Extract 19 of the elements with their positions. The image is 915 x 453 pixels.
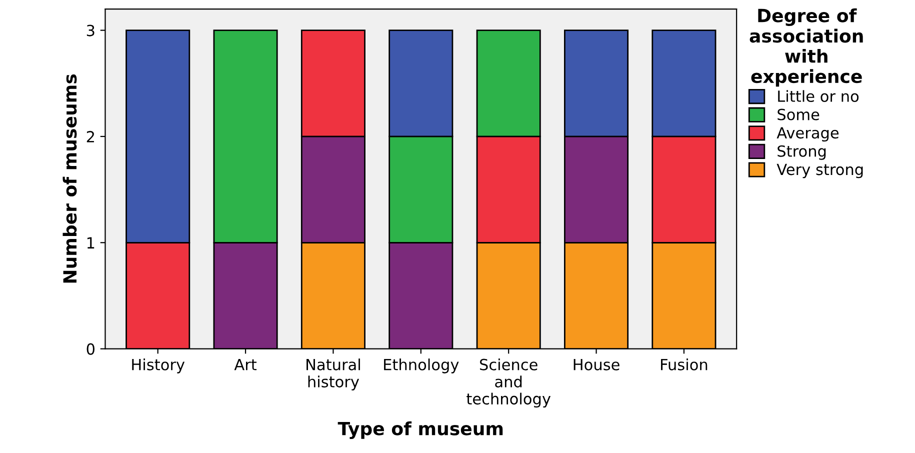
- x-tick-label: Fusion: [661, 358, 708, 370]
- x-tick-label: History: [132, 358, 185, 374]
- x-tick-label: Art: [234, 359, 257, 370]
- legend-label: Strong: [778, 145, 826, 160]
- y-tick-label: 0: [86, 343, 94, 355]
- x-axis-title: Type of museum: [338, 421, 503, 440]
- legend-label: Little or no: [778, 90, 859, 102]
- x-tick-label: House: [574, 359, 620, 370]
- legend-label: Average: [776, 127, 839, 142]
- legend-label: Very strong: [776, 164, 863, 178]
- y-axis-title: Number of museums: [62, 74, 77, 283]
- legend-title: Degree of association with experience: [750, 8, 863, 87]
- y-tick-label: 1: [87, 237, 94, 248]
- legend-label: Some: [778, 108, 820, 120]
- y-tick-label: 3: [86, 24, 94, 36]
- x-tick-label: Ethnology: [384, 358, 459, 374]
- x-tick-label: Science and technology: [466, 358, 551, 408]
- y-tick-label: 2: [86, 130, 94, 142]
- x-tick-label: Natural history: [306, 358, 360, 390]
